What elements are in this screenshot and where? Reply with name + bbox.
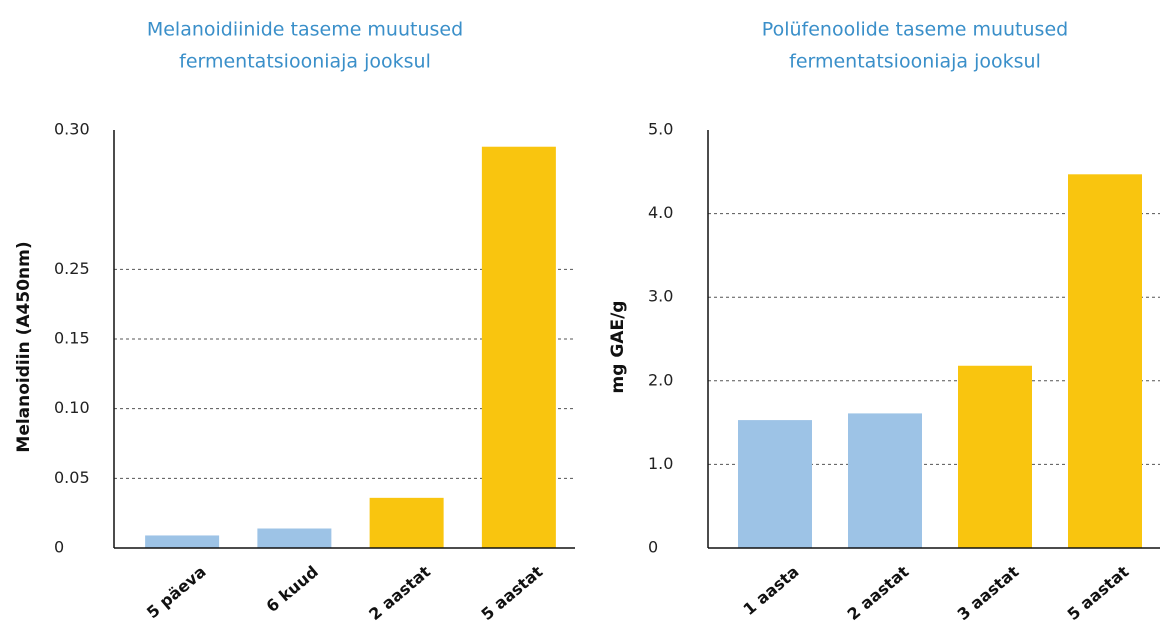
y-tick-label: 0.05: [54, 468, 90, 487]
bar: [145, 535, 220, 548]
y-tick-label: 0.10: [54, 398, 90, 417]
y-tick-label: 0: [54, 538, 64, 557]
x-tick-label: 6 kuud: [262, 562, 321, 616]
x-tick-label: 2 aastat: [365, 562, 434, 624]
x-tick-label: 3 aastat: [954, 562, 1023, 624]
bar: [257, 528, 332, 548]
y-tick-label: 4.0: [648, 203, 673, 222]
y-axis-label: Melanoidiin (A450nm): [14, 241, 34, 452]
y-tick-label: 5.0: [648, 120, 673, 139]
y-tick-label: 1.0: [648, 454, 673, 473]
y-tick-label: 0.15: [54, 329, 90, 348]
y-tick-label: 3.0: [648, 287, 673, 306]
chart-title: Melanoidiinide taseme muutused: [147, 19, 463, 41]
y-tick-label: 2.0: [648, 370, 673, 389]
bar: [369, 497, 444, 548]
x-tick-label: 5 aastat: [477, 562, 546, 624]
bar: [481, 146, 556, 548]
y-tick-label: 0.25: [54, 259, 90, 278]
x-tick-label: 2 aastat: [844, 562, 913, 624]
x-tick-label: 5 päeva: [143, 562, 210, 622]
bar: [958, 365, 1032, 548]
y-tick-label: 0.30: [54, 120, 90, 139]
bar: [848, 413, 922, 548]
bar: [738, 420, 812, 548]
chart-title: fermentatsiooniaja jooksul: [789, 51, 1041, 73]
chart-title: fermentatsiooniaja jooksul: [179, 51, 431, 73]
y-tick-label: 0: [648, 538, 658, 557]
x-tick-label: 5 aastat: [1064, 562, 1133, 624]
x-tick-label: 1 aasta: [739, 562, 802, 619]
y-axis-label: mg GAE/g: [608, 301, 628, 394]
bar: [1068, 174, 1142, 549]
chart-title: Polüfenoolide taseme muutused: [762, 19, 1068, 41]
